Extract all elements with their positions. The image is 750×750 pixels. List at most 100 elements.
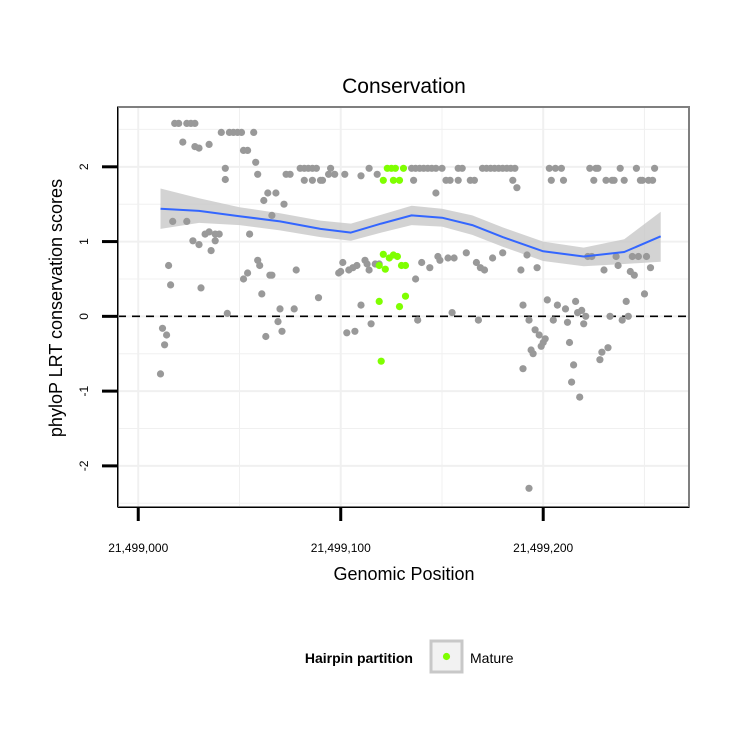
conservation-point [410, 176, 418, 184]
conservation-point [561, 305, 570, 313]
conservation-point [207, 247, 215, 255]
conservation-point [622, 297, 630, 305]
x-tick-label: 21,499,200 [513, 541, 573, 555]
conservation-point [169, 217, 177, 225]
conservation-point [211, 237, 219, 245]
conservation-point [474, 316, 482, 324]
conservation-point [292, 266, 300, 274]
conservation-point [353, 261, 361, 270]
conservation-point [183, 217, 191, 225]
conservation-point [549, 316, 557, 324]
conservation-point [300, 176, 308, 184]
conservation-point [533, 264, 541, 272]
conservation-point [365, 266, 373, 274]
conservation-point [432, 189, 440, 197]
y-tick-label: -1 [77, 385, 91, 396]
conservation-point [640, 290, 649, 298]
conservation-point [630, 271, 638, 279]
y-axis: -2 -1 0 1 2 [77, 107, 118, 507]
conservation-point [634, 252, 643, 261]
conservation-point [327, 164, 335, 172]
conservation-point [343, 329, 351, 337]
conservation-point [448, 309, 456, 317]
conservation-point [337, 267, 345, 276]
mature-point [395, 176, 404, 184]
conservation-point [570, 361, 578, 369]
conservation-point [541, 335, 549, 343]
conservation-point [513, 184, 521, 192]
chart-title: Conservation [342, 75, 466, 98]
conservation-point [357, 301, 365, 309]
conservation-point [244, 146, 252, 154]
conservation-point [553, 301, 562, 309]
conservation-point [545, 164, 553, 172]
conservation-point [426, 264, 434, 272]
mature-point [401, 292, 410, 300]
conservation-point [624, 312, 632, 320]
conservation-point [274, 318, 282, 326]
conservation-point [254, 170, 262, 178]
conservation-point [594, 164, 602, 172]
y-tick-label: -2 [77, 460, 91, 471]
conservation-point [458, 164, 466, 172]
conservation-point [519, 301, 527, 309]
conservation-point [559, 176, 568, 184]
conservation-point [618, 316, 626, 324]
mature-point [377, 357, 385, 365]
x-tick-label: 21,499,000 [108, 541, 168, 555]
conservation-point [576, 393, 584, 401]
conservation-point [221, 164, 229, 172]
conservation-point [598, 348, 606, 356]
conservation-point [646, 264, 655, 272]
conservation-point [580, 320, 588, 328]
conservation-point [604, 344, 612, 352]
conservation-point [217, 128, 225, 136]
x-axis-title: Genomic Position [333, 564, 474, 584]
legend-mature-marker [442, 652, 451, 661]
conservation-point [632, 164, 641, 172]
conservation-point [250, 128, 258, 136]
y-tick-label: 2 [77, 163, 91, 170]
conservation-point [195, 241, 203, 249]
conservation-point [523, 251, 531, 259]
conservation-point [557, 164, 566, 172]
conservation-point [489, 254, 497, 262]
conservation-point [531, 326, 539, 334]
conservation-point [197, 284, 205, 292]
conservation-point [357, 172, 365, 180]
conservation-point [412, 275, 420, 283]
conservation-point [590, 176, 598, 184]
conservation-point [276, 305, 284, 313]
x-tick-label: 21,499,100 [311, 541, 371, 555]
conservation-point [325, 170, 333, 178]
conservation-point [189, 237, 197, 245]
conservation-point [272, 189, 280, 197]
conservation-point [252, 158, 260, 166]
conservation-point [436, 256, 444, 264]
conservation-point [244, 269, 252, 277]
conservation-point [331, 170, 339, 178]
mature-point [375, 297, 383, 305]
mature-point [379, 250, 387, 258]
plot-panel [118, 107, 689, 507]
conservation-point [563, 318, 572, 326]
conservation-point [578, 306, 586, 314]
mature-point [395, 303, 404, 311]
conservation-point [215, 230, 223, 238]
conservation-point [454, 176, 462, 184]
conservation-point [620, 176, 628, 184]
conservation-point [256, 261, 264, 270]
conservation-point [446, 176, 454, 184]
conservation-point [290, 305, 298, 313]
conservation-point [365, 164, 373, 172]
conservation-point [221, 175, 229, 184]
scatter-points [156, 119, 659, 492]
mature-point [375, 261, 383, 270]
conservation-point [525, 484, 533, 492]
conservation-point [260, 196, 268, 205]
conservation-point [480, 266, 489, 274]
conservation-point [179, 138, 187, 146]
mature-point [379, 176, 387, 184]
conservation-point [551, 164, 560, 172]
